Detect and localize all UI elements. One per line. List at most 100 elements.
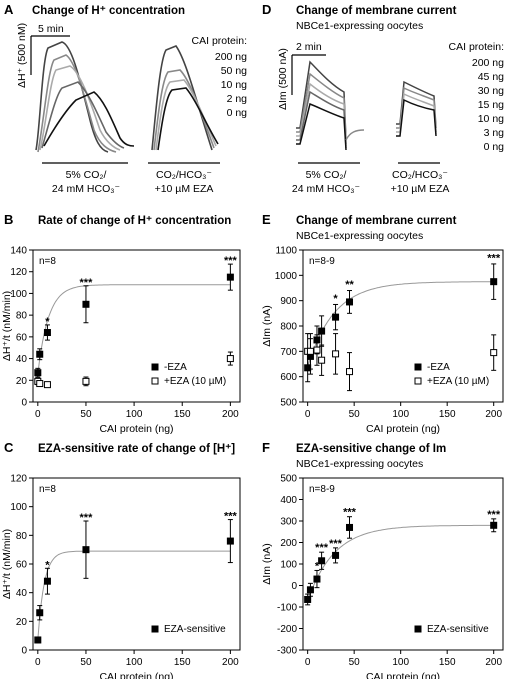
panel-f-ytick-label: 400 bbox=[280, 495, 297, 506]
panel-e-ytick-label: 900 bbox=[280, 296, 297, 307]
panel-b-n-label: n=8 bbox=[39, 256, 56, 267]
panel-b-ytick-label: 20 bbox=[16, 376, 28, 387]
panel-b-significance-star: *** bbox=[80, 277, 94, 289]
panel-c-point-filled bbox=[43, 577, 51, 585]
panel-e-point-open bbox=[332, 350, 340, 358]
panel-d-cond2-line2: +10 µM EZA bbox=[391, 183, 450, 195]
panel-c-ytick-label: 20 bbox=[16, 617, 28, 628]
panel-e-point-open bbox=[313, 346, 321, 354]
panel-e-significance-star: ** bbox=[345, 279, 354, 291]
panel-c-significance-star: * bbox=[45, 559, 50, 571]
panel-c-xtick-label: 0 bbox=[35, 657, 41, 668]
panel-c-ylabel: ΔH⁺/t (nM/min) bbox=[1, 529, 13, 599]
panel-a-legend-item: 2 ng bbox=[227, 93, 248, 105]
panel-b-ytick-label: 100 bbox=[10, 289, 27, 300]
panel-b-point-filled bbox=[82, 300, 90, 308]
panel-e-legend-label: -EZA bbox=[427, 362, 450, 373]
panel-f-xlabel: CAI protein (ng) bbox=[366, 671, 440, 679]
panel-d-traces-co2 bbox=[296, 60, 365, 151]
panel-d-cond2-line1: CO₂/HCO₃⁻ bbox=[392, 169, 448, 181]
panel-f-point-filled bbox=[318, 557, 326, 565]
panel-b-legend-marker bbox=[151, 377, 159, 385]
panel-a-title: Change of H⁺ concentration bbox=[32, 5, 185, 17]
panel-c-fit-curve bbox=[37, 550, 231, 641]
panel-b-point-open bbox=[43, 381, 51, 389]
panel-f-ytick-label: -300 bbox=[277, 646, 297, 657]
panel-b-fit-curve bbox=[37, 284, 231, 374]
panel-a-traces-co2 bbox=[35, 41, 135, 153]
panel-b-ytick-label: 80 bbox=[16, 311, 28, 322]
panel-d-legend-item: 30 ng bbox=[478, 85, 504, 97]
panel-f-fit-curve bbox=[307, 524, 494, 601]
panel-b-ylabel: ΔH⁺/t (nM/min) bbox=[1, 291, 13, 361]
panel-f-point-filled bbox=[304, 595, 312, 603]
panel-b-point-filled bbox=[226, 273, 234, 281]
panel-e-ytick-label: 700 bbox=[280, 347, 297, 358]
panel-b-point-open bbox=[36, 380, 44, 388]
panel-d-legend-header: CAI protein: bbox=[449, 41, 504, 53]
panel-a-amp-label: ΔH⁺ (500 nM) bbox=[16, 23, 28, 88]
panel-e-legend-marker bbox=[414, 377, 422, 385]
panel-b-ytick-label: 40 bbox=[16, 354, 28, 365]
panel-e-ylabel: ΔIm (nA) bbox=[261, 305, 273, 346]
panel-b-point-filled bbox=[43, 329, 51, 337]
panel-f-ytick-label: 200 bbox=[280, 538, 297, 549]
panel-c-ytick-label: 80 bbox=[16, 531, 28, 542]
panel-b-legend-label: -EZA bbox=[164, 362, 187, 373]
panel-e-title: Change of membrane current bbox=[296, 215, 457, 227]
panel-b-plot-frame bbox=[32, 249, 241, 403]
panel-f-legend-label: EZA-sensitive bbox=[427, 624, 489, 635]
panel-c-legend-marker bbox=[151, 625, 159, 633]
panel-a-cond2-line2: +10 µM EZA bbox=[155, 183, 214, 195]
panel-b-point-filled bbox=[34, 369, 42, 377]
panel-d-legend-item: 3 ng bbox=[484, 127, 505, 139]
panel-f-n-label: n=8-9 bbox=[309, 484, 335, 495]
panel-e-point-open bbox=[490, 349, 498, 357]
panel-f-point-filled bbox=[306, 586, 314, 594]
panel-e-significance-star: *** bbox=[487, 252, 501, 264]
panel-d-cond1-line1: 5% CO₂/ bbox=[306, 169, 347, 181]
panel-b-ytick-label: 0 bbox=[21, 398, 27, 409]
panel-d-amp-label: ΔIm (500 nA) bbox=[277, 48, 289, 110]
panel-c-xtick-label: 100 bbox=[126, 657, 143, 668]
panel-f-ytick-label: 500 bbox=[280, 474, 297, 485]
panel-c-xtick-label: 200 bbox=[222, 657, 239, 668]
panel-a-legend-item: 10 ng bbox=[221, 79, 247, 91]
panel-f-significance-star: *** bbox=[343, 507, 357, 519]
panel-c-ytick-label: 0 bbox=[21, 646, 27, 657]
panel-c-xtick-label: 150 bbox=[174, 657, 191, 668]
panel-b-significance-star: * bbox=[45, 316, 50, 328]
panel-e-ytick-label: 1000 bbox=[275, 271, 298, 282]
panel-f-subtitle: NBCe1-expressing oocytes bbox=[296, 458, 423, 470]
panel-e-fit-curve bbox=[307, 281, 494, 367]
panel-a-legend-header: CAI protein: bbox=[192, 35, 247, 47]
panel-b-title: Rate of change of H⁺ concentration bbox=[38, 215, 231, 227]
panel-b-xtick-label: 100 bbox=[126, 409, 143, 420]
panel-f-letter: F bbox=[262, 440, 270, 455]
panel-e-point-filled bbox=[490, 278, 498, 286]
panel-d-legend-item: 200 ng bbox=[472, 57, 504, 69]
panel-e-xtick-label: 200 bbox=[485, 409, 502, 420]
panel-f-ytick-label: 0 bbox=[291, 581, 297, 592]
panel-f-point-filled bbox=[313, 575, 321, 583]
panel-c-point-filled bbox=[34, 636, 42, 644]
panel-b-ytick-label: 60 bbox=[16, 332, 28, 343]
panel-c-xtick-label: 50 bbox=[80, 657, 92, 668]
panel-e-legend-label: +EZA (10 µM) bbox=[427, 376, 489, 387]
panel-e-legend-marker bbox=[414, 363, 422, 371]
panel-e-xtick-label: 50 bbox=[349, 409, 361, 420]
panel-f-xtick-label: 50 bbox=[349, 657, 361, 668]
panel-e-xlabel: CAI protein (ng) bbox=[366, 423, 440, 435]
chart-panels: B Rate of change of H⁺ concentration 0 50 10… bbox=[1, 212, 504, 679]
panel-c-ytick-label: 120 bbox=[10, 474, 27, 485]
panel-f-xtick-label: 100 bbox=[392, 657, 409, 668]
panel-e-point-open bbox=[306, 347, 314, 355]
panel-e-significance-star: * bbox=[333, 293, 338, 305]
panel-b-point-open bbox=[82, 377, 90, 385]
panel-f-ytick-label: 100 bbox=[280, 560, 297, 571]
panel-f-point-filled bbox=[490, 521, 498, 529]
panel-a-cond1-line1: 5% CO₂/ bbox=[66, 169, 107, 181]
panel-f: F EZA-sensitive change of Im NBCe1-express… bbox=[261, 440, 504, 679]
panel-e-ytick-label: 600 bbox=[280, 372, 297, 383]
